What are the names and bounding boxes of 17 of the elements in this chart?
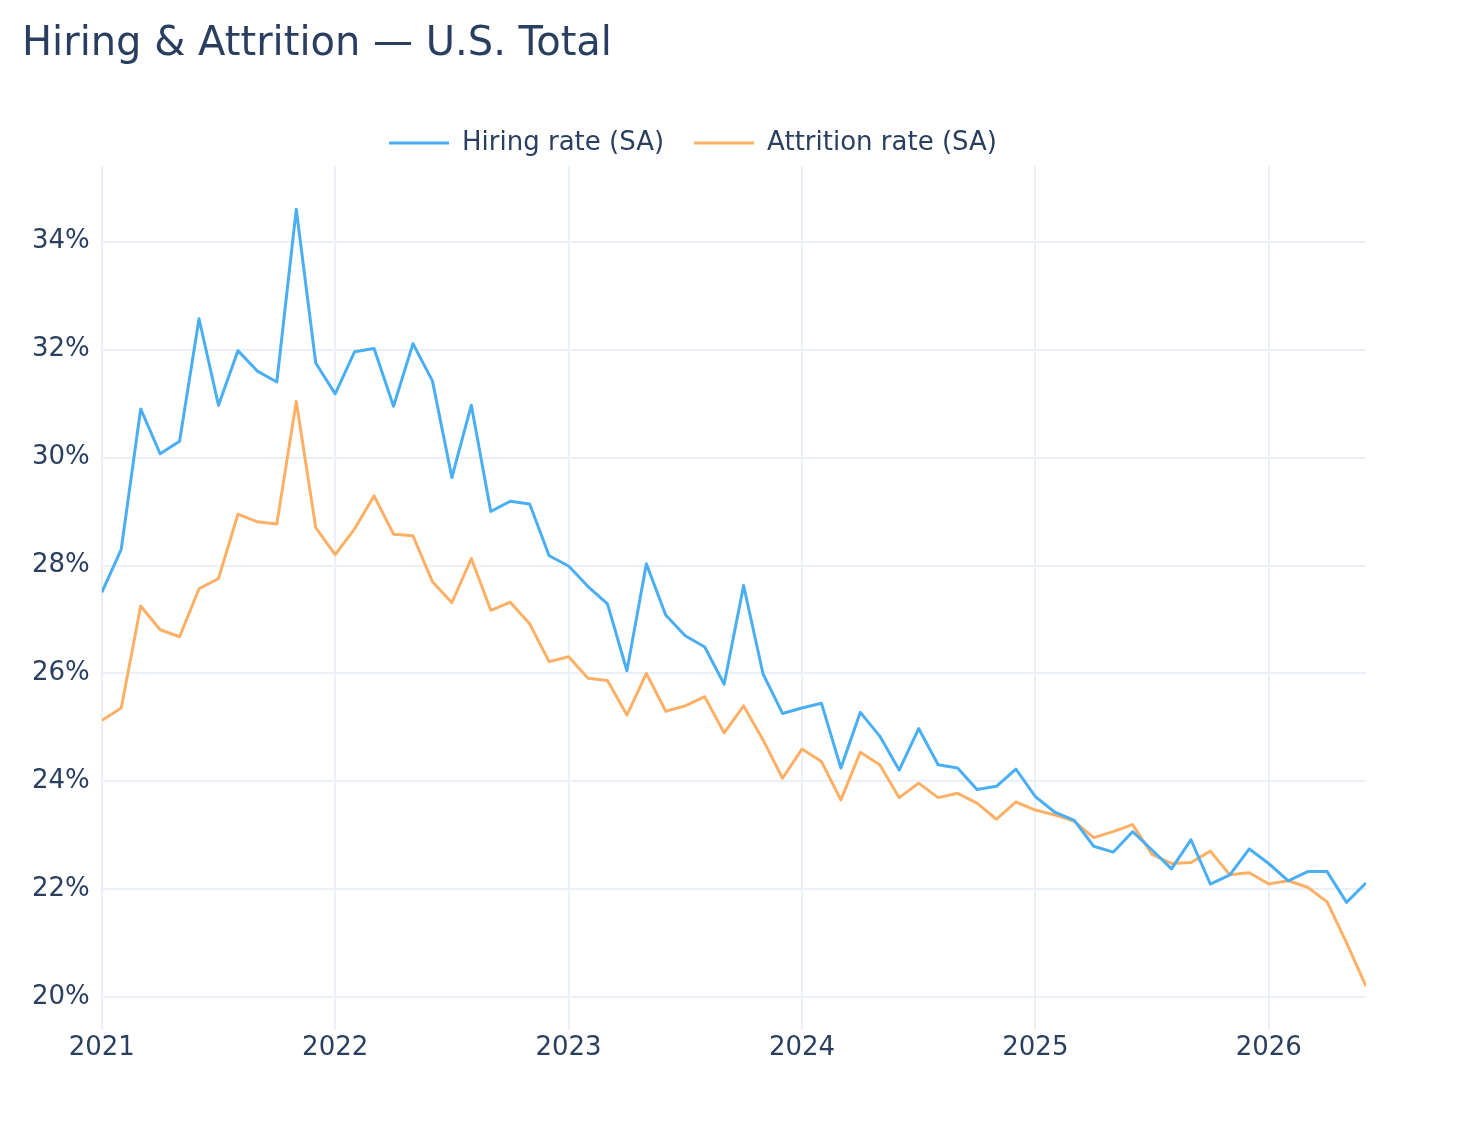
legend-label: Hiring rate (SA) [462,125,665,156]
y-tick-label: 30% [31,440,90,471]
y-tick-label: 24% [31,764,90,795]
x-tick-label: 2025 [1002,1031,1069,1062]
x-tick-label: 2026 [1235,1031,1302,1062]
legend-label: Attrition rate (SA) [767,125,997,156]
y-tick-label: 34% [31,224,90,255]
y-tick-label: 22% [31,872,90,903]
x-tick-label: 2023 [535,1031,602,1062]
y-tick-label: 20% [31,980,90,1011]
y-tick-label: 28% [31,548,90,579]
x-tick-label: 2021 [68,1031,135,1062]
x-tick-label: 2024 [768,1031,836,1062]
y-tick-label: 32% [31,332,90,363]
chart-title: Hiring & Attrition — U.S. Total [22,18,612,64]
x-tick-label: 2022 [302,1031,369,1062]
y-tick-label: 26% [31,656,90,687]
